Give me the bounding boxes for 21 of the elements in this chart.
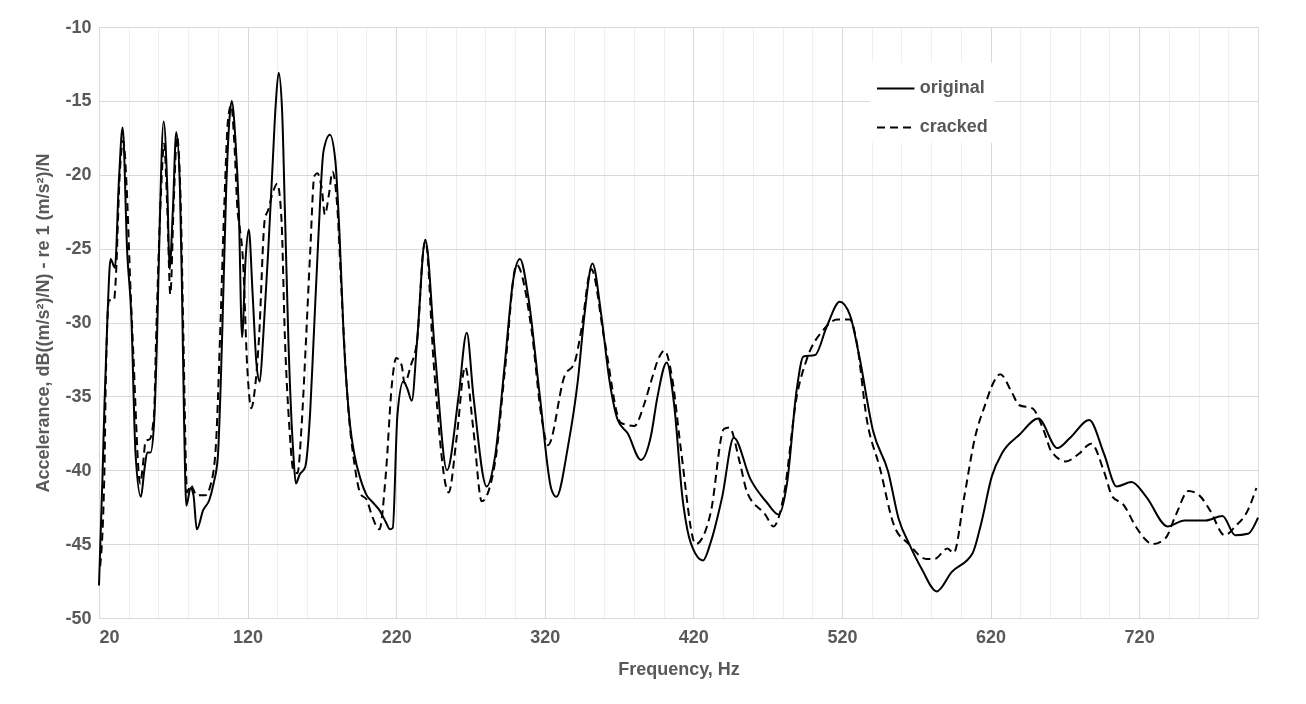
x-tick-label: 120 xyxy=(233,626,264,647)
x-tick-label: 420 xyxy=(678,626,709,647)
y-tick-label: -15 xyxy=(65,90,92,111)
y-tick-label: -35 xyxy=(65,385,92,406)
y-axis-title: Accelerance, dB((m/s²)/N) - re 1 (m/s²)/N xyxy=(33,153,54,493)
y-tick-label: -50 xyxy=(65,607,92,628)
x-tick-label: 520 xyxy=(827,626,858,647)
y-tick-label: -20 xyxy=(65,164,92,185)
x-tick-label: 720 xyxy=(1124,626,1155,647)
y-tick-label: -25 xyxy=(65,238,92,259)
y-tick-label: -10 xyxy=(65,16,92,37)
y-tick-label: -40 xyxy=(65,459,92,480)
x-axis-title: Frequency, Hz xyxy=(618,658,740,679)
x-tick-label: 320 xyxy=(530,626,561,647)
x-tick-label: 20 xyxy=(99,626,120,647)
y-tick-label: -30 xyxy=(65,312,92,332)
x-tick-label: 620 xyxy=(976,626,1007,647)
legend-label: cracked xyxy=(919,116,988,137)
x-tick-label: 220 xyxy=(381,626,412,647)
legend-label: original xyxy=(919,77,985,98)
y-tick-label: -45 xyxy=(65,533,92,554)
